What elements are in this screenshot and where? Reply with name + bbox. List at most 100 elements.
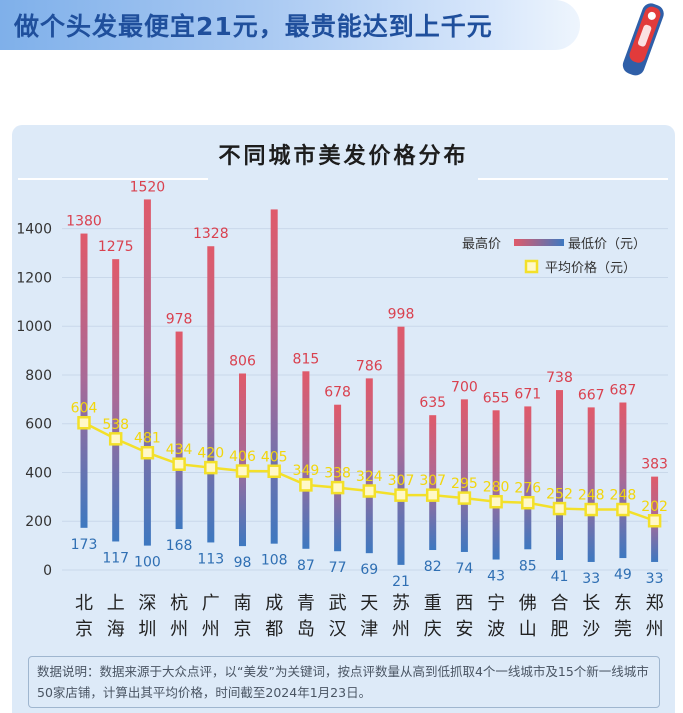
y-tick-label: 0 <box>43 563 52 579</box>
min-price-label: 98 <box>234 555 252 571</box>
x-tick-label: 肥 <box>551 619 569 640</box>
y-tick-label: 200 <box>25 514 52 530</box>
y-tick-label: 1000 <box>16 319 52 335</box>
x-tick-label: 合 <box>551 593 569 614</box>
price-range-bar <box>239 373 246 547</box>
max-price-label: 998 <box>388 307 415 323</box>
average-price-label: 307 <box>388 473 415 489</box>
data-note: 数据说明：数据来源于大众点评，以“美发”为关键词，按点评数量从高到低抓取4个一线… <box>28 656 660 708</box>
x-tick-label: 京 <box>234 619 252 640</box>
legend: 最高价 最低价（元） 平均价格（元） <box>462 236 646 276</box>
average-price-label: 434 <box>166 442 193 458</box>
x-tick-label: 宁 <box>487 593 505 614</box>
x-tick-label: 津 <box>360 619 378 640</box>
x-tick-label: 上 <box>107 593 125 614</box>
average-price-marker <box>204 460 218 475</box>
average-price-label: 604 <box>71 401 98 417</box>
x-tick-label: 天 <box>360 593 378 614</box>
x-tick-label: 杭 <box>170 593 188 614</box>
x-tick-label: 安 <box>455 619 473 640</box>
min-price-label: 43 <box>487 569 505 585</box>
min-price-label: 77 <box>329 560 347 576</box>
x-tick-label: 州 <box>646 619 664 640</box>
min-price-label: 74 <box>455 561 473 577</box>
average-price-label: 420 <box>197 446 224 462</box>
x-tick-label: 京 <box>75 619 93 640</box>
price-range-bar <box>556 390 563 561</box>
bars <box>80 199 659 565</box>
legend-label-low: 最低价（元） <box>568 237 646 252</box>
max-price-label: 635 <box>419 395 446 411</box>
min-price-label: 117 <box>102 550 129 566</box>
price-range-bar <box>429 415 437 551</box>
average-price-marker <box>425 488 440 502</box>
min-price-label: 168 <box>166 538 193 554</box>
average-price-label: 202 <box>641 499 668 515</box>
x-tick-label: 波 <box>487 619 505 640</box>
min-price-label: 41 <box>551 569 569 585</box>
min-price-label: 21 <box>392 574 410 590</box>
average-price-marker <box>267 464 281 479</box>
min-price-label: 49 <box>614 567 632 583</box>
price-range-bar <box>302 371 310 549</box>
x-tick-label: 重 <box>424 593 442 614</box>
max-price-label: 655 <box>483 390 510 406</box>
price-range-bar <box>334 404 342 552</box>
average-price-marker <box>394 488 408 502</box>
max-price-label: 671 <box>514 386 541 402</box>
max-price-label: 667 <box>578 387 605 403</box>
x-tick-label: 庆 <box>424 619 442 640</box>
y-tick-label: 1400 <box>16 222 52 238</box>
min-price-label: 87 <box>297 558 315 574</box>
max-price-label: 687 <box>610 383 637 399</box>
price-range-bar <box>80 233 88 528</box>
average-price-label: 248 <box>578 488 605 504</box>
y-tick-label: 1200 <box>16 270 52 286</box>
price-range-bar <box>207 246 215 543</box>
average-price-marker <box>552 501 567 516</box>
average-line <box>77 415 662 528</box>
average-price-marker <box>140 445 155 460</box>
average-price-label: 349 <box>293 463 320 479</box>
price-range-bar <box>270 209 278 544</box>
price-range-bar <box>397 326 405 565</box>
x-tick-label: 郑 <box>646 593 664 614</box>
max-price-label: 786 <box>356 358 383 374</box>
x-tick-label: 南 <box>234 593 252 614</box>
average-price-marker <box>616 502 630 517</box>
average-price-marker <box>362 484 377 498</box>
price-range-bar <box>175 331 183 530</box>
y-tick-label: 600 <box>25 417 52 433</box>
min-price-label: 113 <box>197 551 224 567</box>
average-price-marker <box>108 432 123 446</box>
min-price-label: 108 <box>261 553 288 569</box>
headline-banner: 做个头发最便宜21元，最贵能达到上千元 <box>0 0 580 50</box>
average-price-marker <box>299 478 313 492</box>
average-price-marker <box>584 502 598 517</box>
average-price-label: 280 <box>483 480 510 496</box>
x-tick-label: 都 <box>265 619 283 640</box>
average-price-label: 338 <box>324 466 351 482</box>
x-tick-label: 青 <box>297 593 315 614</box>
headline: 做个头发最便宜21元，最贵能达到上千元 <box>14 12 493 41</box>
average-price-marker <box>172 457 186 471</box>
price-range-bar <box>524 406 532 550</box>
max-price-label: 1275 <box>98 239 134 255</box>
average-price-label: 307 <box>419 473 446 489</box>
average-price-label: 405 <box>261 449 288 465</box>
x-tick-label: 汉 <box>329 619 347 640</box>
min-price-label: 33 <box>646 571 664 587</box>
max-price-label: 678 <box>324 385 351 401</box>
gridlines <box>62 228 668 571</box>
average-price-marker <box>330 480 345 495</box>
legend-label-avg: 平均价格（元） <box>545 260 636 276</box>
price-range-bar <box>492 410 500 560</box>
min-price-label: 100 <box>134 555 161 571</box>
max-price-label: 815 <box>293 351 320 367</box>
min-price-label: 173 <box>71 537 98 553</box>
average-price-label: 538 <box>102 417 129 433</box>
x-tick-label: 州 <box>170 619 188 640</box>
title-divider-left <box>18 178 208 180</box>
